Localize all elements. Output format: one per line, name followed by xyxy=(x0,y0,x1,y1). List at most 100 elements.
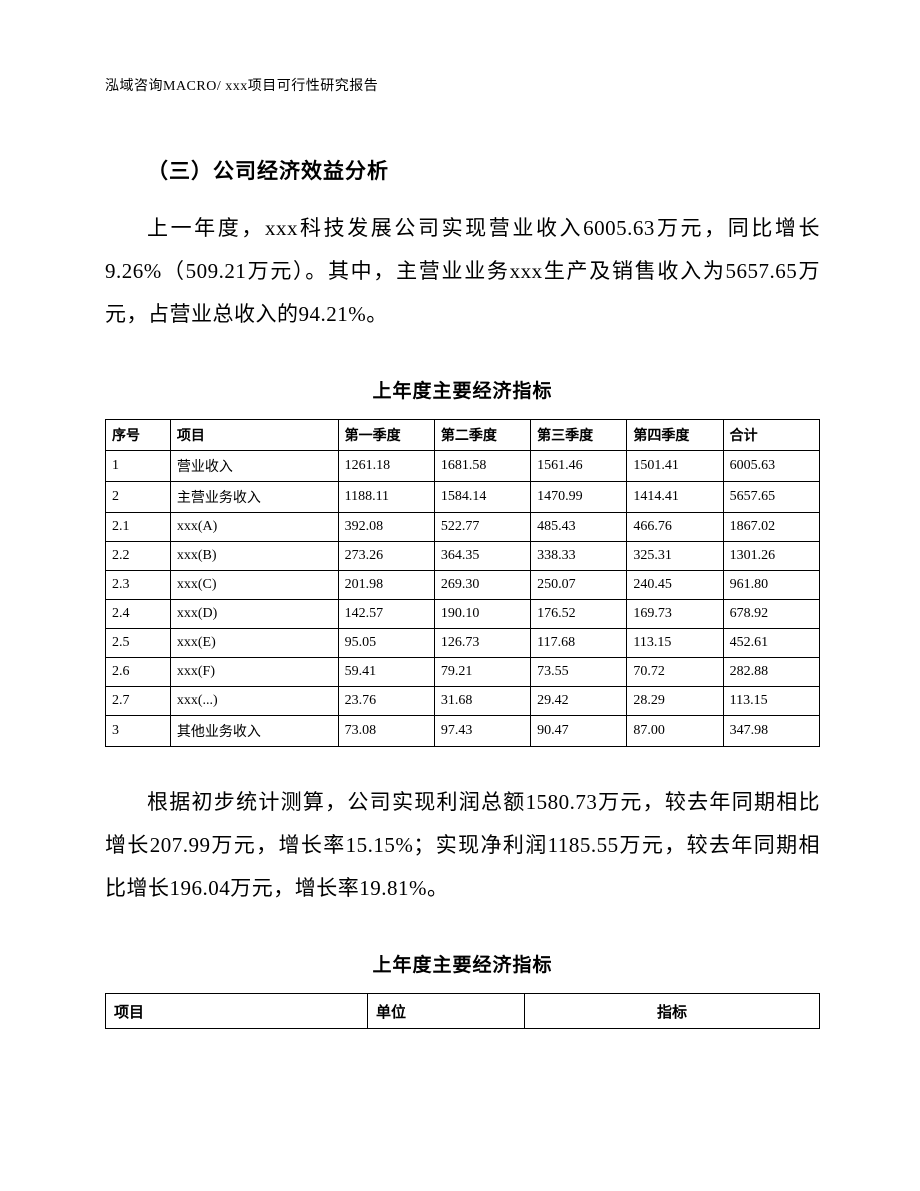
cell: 2.4 xyxy=(106,600,171,629)
cell: 1584.14 xyxy=(434,482,530,513)
col-seq: 序号 xyxy=(106,420,171,451)
table-row: 3 其他业务收入 73.08 97.43 90.47 87.00 347.98 xyxy=(106,716,820,747)
indicators-table-2: 项目 单位 指标 xyxy=(105,993,820,1029)
cell: 522.77 xyxy=(434,513,530,542)
col-item: 项目 xyxy=(170,420,338,451)
cell: xxx(F) xyxy=(170,658,338,687)
cell: 87.00 xyxy=(627,716,723,747)
cell: 113.15 xyxy=(723,687,819,716)
col-q4: 第四季度 xyxy=(627,420,723,451)
col-index: 指标 xyxy=(525,994,820,1029)
cell: xxx(...) xyxy=(170,687,338,716)
table-row: 2.1 xxx(A) 392.08 522.77 485.43 466.76 1… xyxy=(106,513,820,542)
table2-title: 上年度主要经济指标 xyxy=(105,950,820,977)
cell: 2.3 xyxy=(106,571,171,600)
cell: 2.2 xyxy=(106,542,171,571)
cell: 1470.99 xyxy=(531,482,627,513)
cell: 营业收入 xyxy=(170,451,338,482)
cell: 1301.26 xyxy=(723,542,819,571)
cell: 250.07 xyxy=(531,571,627,600)
cell: 90.47 xyxy=(531,716,627,747)
paragraph-1: 上一年度，xxx科技发展公司实现营业收入6005.63万元，同比增长9.26%（… xyxy=(105,207,820,336)
cell: 485.43 xyxy=(531,513,627,542)
cell: 169.73 xyxy=(627,600,723,629)
cell: 73.55 xyxy=(531,658,627,687)
cell: 2.1 xyxy=(106,513,171,542)
cell: 678.92 xyxy=(723,600,819,629)
cell: 59.41 xyxy=(338,658,434,687)
cell: 29.42 xyxy=(531,687,627,716)
col-unit: 单位 xyxy=(368,994,525,1029)
col-q2: 第二季度 xyxy=(434,420,530,451)
section-title: （三）公司经济效益分析 xyxy=(105,155,820,185)
cell: 201.98 xyxy=(338,571,434,600)
table-row: 2.7 xxx(...) 23.76 31.68 29.42 28.29 113… xyxy=(106,687,820,716)
cell: 190.10 xyxy=(434,600,530,629)
cell: xxx(C) xyxy=(170,571,338,600)
cell: 338.33 xyxy=(531,542,627,571)
cell: xxx(D) xyxy=(170,600,338,629)
cell: 176.52 xyxy=(531,600,627,629)
col-q1: 第一季度 xyxy=(338,420,434,451)
cell: 2 xyxy=(106,482,171,513)
col-q3: 第三季度 xyxy=(531,420,627,451)
cell: 142.57 xyxy=(338,600,434,629)
cell: 364.35 xyxy=(434,542,530,571)
cell: xxx(B) xyxy=(170,542,338,571)
cell: 1188.11 xyxy=(338,482,434,513)
cell: 117.68 xyxy=(531,629,627,658)
paragraph-2: 根据初步统计测算，公司实现利润总额1580.73万元，较去年同期相比增长207.… xyxy=(105,781,820,910)
cell: 1 xyxy=(106,451,171,482)
cell: 392.08 xyxy=(338,513,434,542)
cell: 466.76 xyxy=(627,513,723,542)
cell: 325.31 xyxy=(627,542,723,571)
cell: xxx(A) xyxy=(170,513,338,542)
table-row: 2.2 xxx(B) 273.26 364.35 338.33 325.31 1… xyxy=(106,542,820,571)
page-header: 泓域咨询MACRO/ xxx项目可行性研究报告 xyxy=(105,75,820,95)
table-row: 1 营业收入 1261.18 1681.58 1561.46 1501.41 6… xyxy=(106,451,820,482)
cell: 3 xyxy=(106,716,171,747)
cell: 70.72 xyxy=(627,658,723,687)
cell: 31.68 xyxy=(434,687,530,716)
table-row: 2 主营业务收入 1188.11 1584.14 1470.99 1414.41… xyxy=(106,482,820,513)
cell: 2.5 xyxy=(106,629,171,658)
cell: 269.30 xyxy=(434,571,530,600)
table-row: 2.4 xxx(D) 142.57 190.10 176.52 169.73 6… xyxy=(106,600,820,629)
cell: 126.73 xyxy=(434,629,530,658)
cell: 961.80 xyxy=(723,571,819,600)
table-row: 2.6 xxx(F) 59.41 79.21 73.55 70.72 282.8… xyxy=(106,658,820,687)
cell: 1867.02 xyxy=(723,513,819,542)
cell: 282.88 xyxy=(723,658,819,687)
cell: 97.43 xyxy=(434,716,530,747)
cell: 73.08 xyxy=(338,716,434,747)
cell: 1681.58 xyxy=(434,451,530,482)
col-total: 合计 xyxy=(723,420,819,451)
table1-body: 1 营业收入 1261.18 1681.58 1561.46 1501.41 6… xyxy=(106,451,820,747)
cell: 5657.65 xyxy=(723,482,819,513)
table-header-row: 序号 项目 第一季度 第二季度 第三季度 第四季度 合计 xyxy=(106,420,820,451)
economic-indicators-table: 序号 项目 第一季度 第二季度 第三季度 第四季度 合计 1 营业收入 1261… xyxy=(105,419,820,747)
cell: 273.26 xyxy=(338,542,434,571)
table-header-row: 项目 单位 指标 xyxy=(106,994,820,1029)
cell: 1414.41 xyxy=(627,482,723,513)
cell: 1261.18 xyxy=(338,451,434,482)
col-item: 项目 xyxy=(106,994,368,1029)
cell: 79.21 xyxy=(434,658,530,687)
cell: 113.15 xyxy=(627,629,723,658)
cell: 347.98 xyxy=(723,716,819,747)
cell: 1501.41 xyxy=(627,451,723,482)
table1-title: 上年度主要经济指标 xyxy=(105,376,820,403)
cell: 1561.46 xyxy=(531,451,627,482)
cell: 6005.63 xyxy=(723,451,819,482)
cell: 240.45 xyxy=(627,571,723,600)
cell: 主营业务收入 xyxy=(170,482,338,513)
cell: 28.29 xyxy=(627,687,723,716)
cell: 95.05 xyxy=(338,629,434,658)
cell: 2.6 xyxy=(106,658,171,687)
cell: 23.76 xyxy=(338,687,434,716)
cell: 2.7 xyxy=(106,687,171,716)
cell: 其他业务收入 xyxy=(170,716,338,747)
cell: 452.61 xyxy=(723,629,819,658)
document-page: 泓域咨询MACRO/ xxx项目可行性研究报告 （三）公司经济效益分析 上一年度… xyxy=(0,0,920,1191)
cell: xxx(E) xyxy=(170,629,338,658)
